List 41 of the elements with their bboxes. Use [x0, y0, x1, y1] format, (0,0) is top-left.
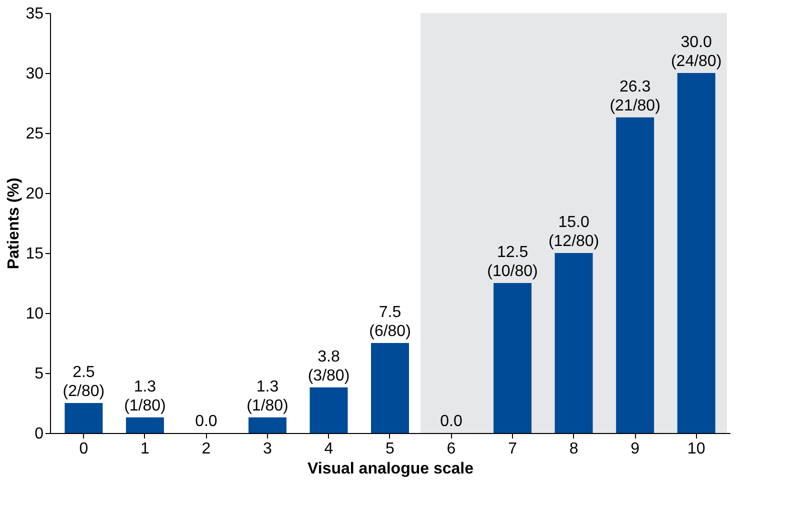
text: 12.5 (10/80) [487, 244, 538, 280]
bar [677, 73, 716, 433]
data-label: 0.0 [195, 413, 218, 430]
x-tick-label: 9 [630, 440, 640, 458]
bar [310, 387, 348, 433]
y-tick-label: 15 [26, 246, 44, 262]
bar [248, 417, 286, 433]
text: 30.0 (24/80) [670, 34, 722, 70]
text: 2.5 (2/80) [62, 364, 105, 400]
text: 26.3 (21/80) [610, 78, 660, 114]
text: 1.3 (1/80) [124, 378, 166, 414]
y-axis-title: Patients (%) [6, 178, 23, 270]
bar [616, 117, 654, 433]
x-tick-label: 1 [140, 440, 150, 458]
x-tick-label: 10 [687, 440, 706, 458]
text: 7.5 (6/80) [369, 304, 411, 340]
x-tick-label: 5 [386, 440, 395, 458]
x-tick-label: 0 [79, 440, 88, 458]
bar [494, 283, 532, 433]
y-tick-label: 35 [26, 6, 44, 22]
x-tick-label: 3 [263, 440, 272, 458]
x-tick-label: 4 [324, 440, 334, 458]
x-tick-label: 2 [202, 440, 211, 458]
x-axis-title: Visual analogue scale [307, 460, 474, 478]
x-tick-label: 6 [446, 440, 456, 458]
x-tick-label: 7 [508, 440, 518, 458]
data-label: 0.0 [440, 413, 462, 430]
x-tick-label: 8 [569, 440, 578, 458]
y-tick-label: 5 [34, 366, 44, 382]
y-tick-label: 25 [26, 126, 44, 142]
text: 3.8 (3/80) [308, 348, 350, 384]
bar [554, 253, 593, 433]
text: 1.3 (1/80) [246, 378, 288, 414]
y-tick-label: 10 [26, 306, 44, 322]
text: 15.0 (12/80) [548, 214, 600, 250]
bar [371, 343, 409, 433]
y-tick-label: 30 [26, 66, 44, 82]
bar [126, 417, 164, 433]
bar [64, 403, 103, 433]
y-tick-label: 20 [26, 186, 44, 202]
y-tick-label: 0 [34, 426, 44, 442]
